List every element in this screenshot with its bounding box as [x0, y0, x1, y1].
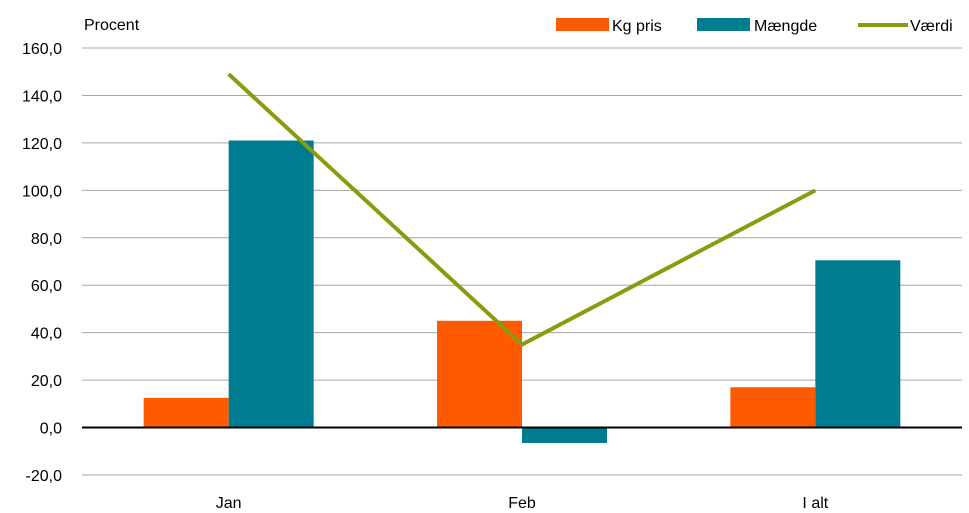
x-category-label: I alt — [802, 495, 828, 512]
y-tick-label: 100,0 — [22, 183, 62, 200]
legend-swatch-kg-pris — [556, 18, 609, 31]
line-værdi — [227, 72, 817, 347]
x-category-label: Feb — [508, 495, 536, 512]
bar-kg-pris-i-alt — [730, 387, 816, 428]
y-tick-label: 20,0 — [31, 373, 62, 390]
y-tick-label: 120,0 — [22, 136, 62, 153]
y-tick-label: 140,0 — [22, 88, 62, 105]
legend-swatch-mængde — [697, 18, 750, 31]
y-tick-label: 40,0 — [31, 326, 62, 343]
line-series — [227, 72, 817, 347]
bar-kg-pris-jan — [143, 397, 229, 428]
legend: Kg pris Mængde Værdi — [556, 18, 953, 35]
x-category-label: Jan — [216, 495, 242, 512]
bars — [143, 140, 901, 443]
legend-label-værdi: Værdi — [910, 18, 953, 35]
y-tick-label: 60,0 — [31, 278, 62, 295]
y-axis-ticks: -20,0 0,0 20,0 40,0 60,0 80,0 100,0 120,0 140,0 1… — [22, 41, 62, 485]
legend-label-kg-pris: Kg pris — [612, 18, 662, 35]
x-axis-categories: Jan Feb I alt — [216, 495, 829, 512]
y-tick-label: 160,0 — [22, 41, 62, 58]
y-tick-label: 80,0 — [31, 231, 62, 248]
y-tick-label: -20,0 — [26, 468, 63, 485]
bar-mængde-jan — [228, 140, 314, 428]
legend-label-mængde: Mængde — [754, 18, 817, 35]
y-tick-label: 0,0 — [40, 421, 62, 438]
bar-mængde-i-alt — [815, 260, 901, 428]
unit-label: Procent — [84, 17, 140, 34]
bar-kg-pris-feb — [437, 320, 522, 428]
bar-mængde-feb — [522, 427, 607, 443]
